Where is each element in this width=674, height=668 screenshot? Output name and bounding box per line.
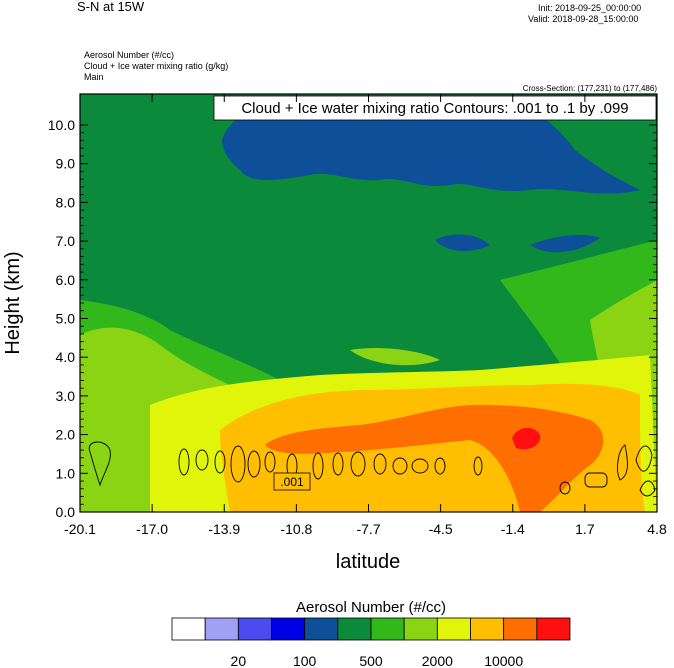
colorbar-swatch [337,617,372,641]
colorbar-swatch [536,617,571,641]
colorbar-swatch [436,617,471,641]
colorbar-title: Aerosol Number (#/cc) [296,599,446,616]
colorbar-label: 2000 [422,653,453,668]
colorbar [171,617,571,641]
cloud-contours [88,441,656,497]
x-tick-label: 4.8 [647,521,667,537]
colorbar-swatch [271,617,306,641]
x-axis-label: latitude [336,551,401,573]
contour-label-box [273,472,311,491]
colorbar-swatch [403,617,438,641]
colorbar-swatch [470,617,505,641]
y-axis: 0.0 1.0 2.0 3.0 4.0 5.0 6.0 7.0 8.0 9.0 10.0 [48,117,657,520]
colorbar-label: 500 [359,653,383,668]
y-tick-label: 7.0 [56,233,76,249]
field-label-main: Main [84,72,104,82]
aerosol-field [80,94,657,512]
y-tick-label: 5.0 [56,310,76,326]
colorbar-labels: 20 100 500 2000 10000 [231,653,524,668]
field-blob-200-a [435,234,490,252]
x-tick-label: -17.0 [136,521,168,537]
y-tick-label: 10.0 [48,117,75,133]
colorbar-swatch [370,617,405,641]
cross-section-label: Cross-Section: (177,231) to (177,486) [523,84,658,93]
y-tick-label: 9.0 [56,156,76,172]
field-blob-2000 [350,348,440,366]
contour-info-text: Cloud + Ice water mixing ratio Contours:… [241,100,628,117]
colorbar-label: 20 [231,653,247,668]
x-tick-label: -4.5 [429,521,453,537]
y-tick-label: 2.0 [56,427,76,443]
x-axis: -20.1 -17.0 -13.9 -10.8 -7.7 -4.5 -1.4 1.7 4.8 [64,94,667,537]
y-tick-label: 3.0 [56,388,76,404]
colorbar-label: 10000 [484,653,523,668]
colorbar-swatch [204,617,239,641]
figure-title: S-N at 15W [77,0,145,14]
colorbar-swatch [304,617,339,641]
y-axis-label: Height (km) [2,251,24,354]
contour-info-box [213,95,657,121]
x-tick-label: -10.8 [280,521,312,537]
colorbar-swatch [171,617,206,641]
field-blob-200-b [530,234,600,253]
y-tick-label: 8.0 [56,194,76,210]
colorbar-label: 100 [293,653,317,668]
field-label-cloud: Cloud + Ice water mixing ratio (g/kg) [84,61,228,71]
x-tick-label: -13.9 [208,521,240,537]
colorbar-swatch [503,617,538,641]
valid-time: Valid: 2018-09-28_15:00:00 [528,14,638,24]
colorbar-swatch [237,617,272,641]
init-time: Init: 2018-09-25_00:00:00 [538,3,641,13]
field-core-20000 [512,427,541,450]
field-label-aerosol: Aerosol Number (#/cc) [84,50,174,60]
x-tick-label: -20.1 [64,521,96,537]
x-tick-label: -7.7 [356,521,380,537]
y-tick-label: 6.0 [56,272,76,288]
y-tick-label: 0.0 [56,504,76,520]
y-tick-label: 4.0 [56,349,76,365]
y-tick-label: 1.0 [56,465,76,481]
contour-label: .001 [280,475,304,489]
x-tick-label: -1.4 [501,521,525,537]
x-tick-label: 1.7 [575,521,595,537]
